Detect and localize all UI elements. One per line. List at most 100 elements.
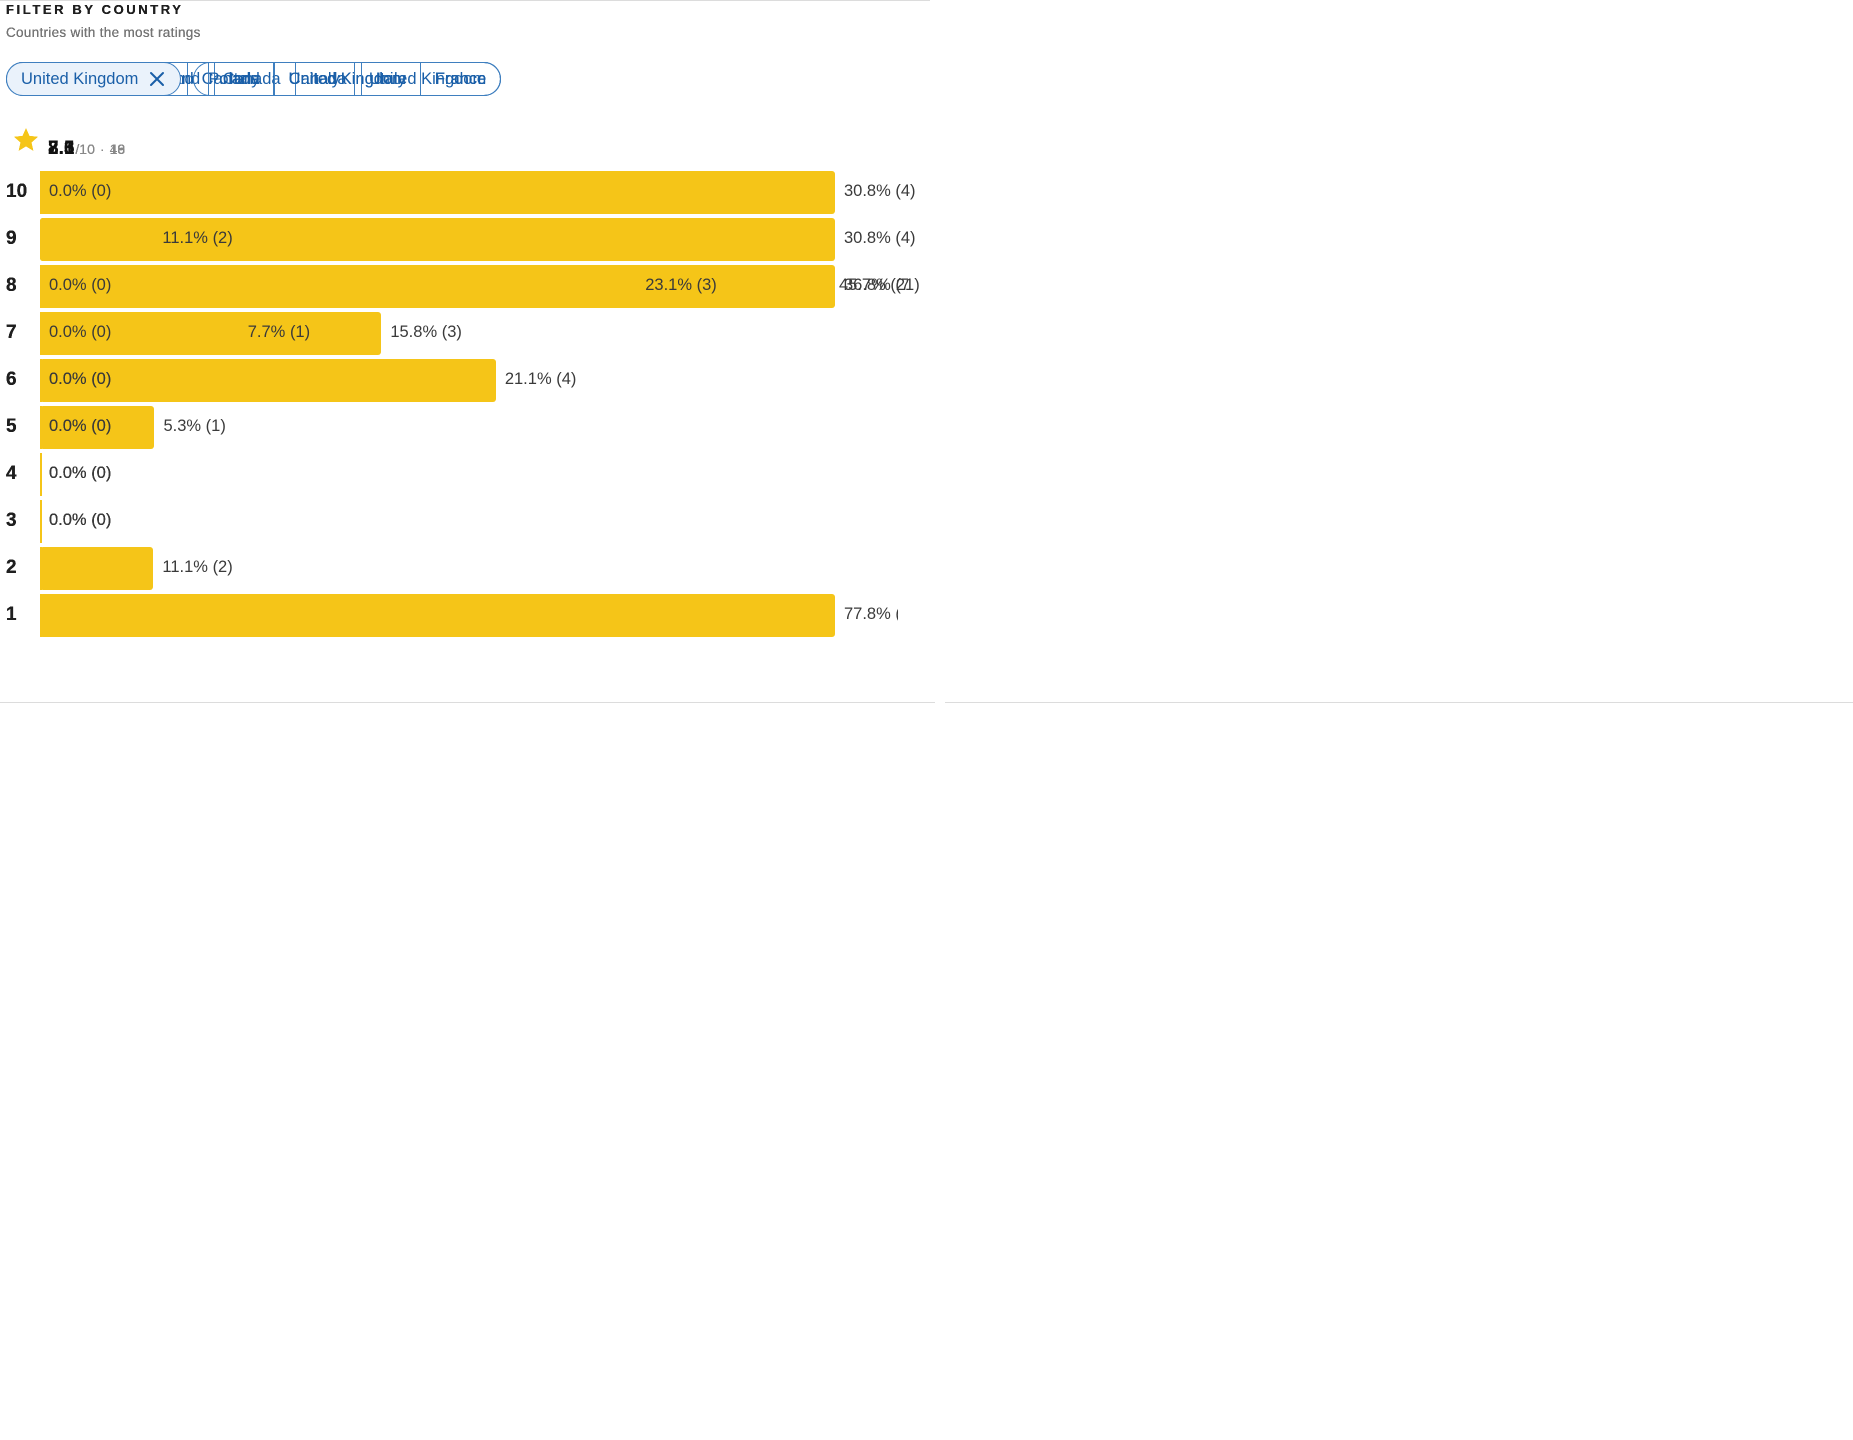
rating-value: 7.1 (48, 138, 75, 159)
bar-rating-1 (40, 593, 835, 637)
rating-label-1: 1 (6, 604, 17, 625)
bar-value-label-8: 0.0% (0) (49, 276, 112, 294)
bar-value-label-10: 30.8% (4) (844, 182, 916, 200)
country-filter-panel-united-kingdom: FILTER BY COUNTRY Countries with the most… (0, 0, 898, 735)
bar-rating-8 (40, 264, 637, 308)
bar-value-label-5: 0.0% (0) (49, 417, 112, 435)
rating-scale: /10 (75, 141, 95, 157)
rating-label-10: 10 (6, 181, 28, 202)
rating-label-4: 4 (6, 463, 17, 484)
rating-label-8: 8 (6, 275, 17, 296)
rating-separator: · (99, 141, 105, 157)
country-chip-italy[interactable]: Italy (214, 63, 273, 95)
rating-label-9: 9 (6, 228, 17, 249)
bar-value-label-3: 0.0% (0) (49, 511, 112, 529)
bar-value-label-4: 0.0% (0) (49, 464, 112, 482)
bar-value-label-8: 36.8% (7) (844, 276, 908, 294)
bar-rating-5 (40, 405, 155, 449)
active-country-chip[interactable]: United Kingdom (6, 62, 182, 96)
rating-label-10: 10 (6, 181, 28, 202)
rating-label-9: 9 (6, 228, 17, 249)
bar-value-label-9: 30.8% (4) (844, 229, 916, 247)
rating-label-4: 4 (6, 463, 17, 484)
country-chip-poland[interactable]: Poland (208, 69, 260, 88)
rating-label-3: 3 (6, 510, 17, 531)
rating-label-6: 6 (6, 369, 17, 390)
rating-count: 18 (109, 141, 126, 157)
bar-rating-7 (40, 311, 239, 355)
bar-rating-6 (40, 358, 496, 402)
bar-value-label-9: 11.1% (2) (162, 229, 233, 247)
rating-label-1: 1 (6, 604, 17, 625)
rating-label-3: 3 (6, 510, 17, 531)
star-icon (12, 126, 48, 159)
rating-label-5: 5 (6, 416, 17, 437)
bar-value-label-3: 0.0% (0) (49, 511, 112, 529)
rating-label-4: 4 (6, 463, 17, 484)
bar-value-label-3: 0.0% (0) (49, 511, 112, 529)
bar-value-label-4: 0.0% (0) (49, 464, 112, 482)
bar-value-label-6: 21.1% (4) (504, 370, 577, 388)
bar-value-label-4: 0.0% (0) (49, 464, 112, 482)
country-chip-canada[interactable]: Canada (186, 63, 274, 95)
close-icon[interactable] (148, 70, 166, 88)
top-divider (0, 0, 930, 1)
country-chip-italy[interactable]: Italy (294, 63, 354, 95)
section-subheading: Countries with the most ratings (6, 25, 201, 40)
rating-label-7: 7 (6, 322, 17, 343)
bar-rating-9 (40, 217, 835, 261)
bar-value-label-8: 45.7% (21) (839, 276, 920, 294)
rating-label-5: 5 (6, 416, 17, 437)
active-country-label: United Kingdom (21, 69, 139, 88)
bar-rating-6 (40, 358, 42, 402)
rating-label-2: 2 (6, 557, 17, 578)
rating-value: 8.6 (48, 138, 75, 159)
bar-value-label-7: 7.7% (1) (247, 323, 311, 341)
rating-count: 13 (109, 141, 126, 157)
rating-value: 8.3 (48, 138, 75, 159)
rating-label-1: 1 (6, 604, 17, 625)
country-chip-canada[interactable]: Canada (273, 63, 361, 95)
bar-value-label-7: 15.8% (3) (390, 323, 462, 341)
rating-label-2: 2 (6, 557, 17, 578)
bar-rating-2 (40, 546, 154, 590)
rating-summary: 2.5/10 · 18 (12, 126, 125, 160)
bar-rating-3 (40, 499, 42, 543)
rating-separator: · (99, 141, 105, 157)
rating-label-10: 10 (6, 181, 28, 202)
rating-label-7: 7 (6, 322, 17, 343)
section-heading: FILTER BY COUNTRY (6, 2, 184, 17)
bar-value-label-6: 0.0% (0) (49, 370, 112, 388)
bar-value-label-5: 0.0% (0) (49, 417, 112, 435)
rating-label-9: 9 (6, 228, 17, 249)
bar-value-label-8: 23.1% (3) (645, 276, 717, 294)
rating-label-1: 1 (6, 604, 17, 625)
rating-label-9: 9 (6, 228, 17, 249)
rating-scale: /10 (75, 141, 95, 157)
rating-label-6: 6 (6, 369, 17, 390)
country-chip-united-kingdom[interactable]: United Kingdom (353, 63, 500, 95)
section-heading: FILTER BY COUNTRY (6, 2, 184, 17)
rating-separator: · (99, 141, 105, 157)
rating-label-2: 2 (6, 557, 17, 578)
bar-rating-4 (40, 452, 42, 496)
section-heading: FILTER BY COUNTRY (6, 2, 184, 17)
rating-scale: /10 (75, 141, 95, 157)
bar-rating-7 (40, 311, 42, 355)
bar-value-label-7: 0.0% (0) (49, 323, 112, 341)
bar-value-label-5: 5.3% (1) (163, 417, 226, 435)
rating-label-7: 7 (6, 322, 17, 343)
rating-scale: /10 (75, 141, 95, 157)
country-chip-italy[interactable]: Italy (360, 63, 420, 95)
bar-rating-9 (40, 217, 154, 261)
bar-value-label-4: 0.0% (0) (49, 464, 112, 482)
rating-label-8: 8 (6, 275, 17, 296)
rating-count: 19 (109, 141, 126, 157)
rating-label-3: 3 (6, 510, 17, 531)
bar-value-label-6: 0.0% (0) (49, 370, 112, 388)
bar-rating-10 (40, 170, 42, 214)
country-chip-france[interactable]: France (419, 63, 500, 95)
rating-label-6: 6 (6, 369, 17, 390)
rating-value: 2.5 (48, 138, 75, 159)
rating-separator: · (99, 141, 105, 157)
